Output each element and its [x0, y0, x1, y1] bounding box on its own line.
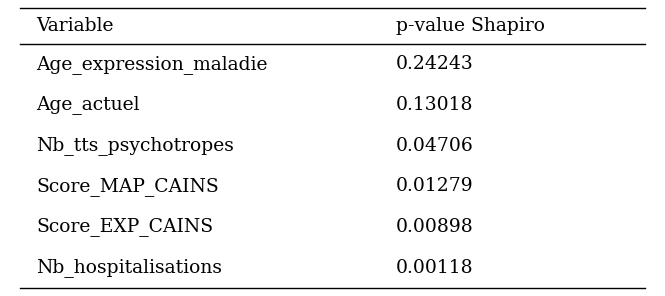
- Text: 0.04706: 0.04706: [396, 137, 473, 155]
- Text: Nb_tts_psychotropes: Nb_tts_psychotropes: [37, 136, 235, 155]
- Text: 0.00898: 0.00898: [396, 218, 473, 236]
- Text: 0.00118: 0.00118: [396, 259, 473, 277]
- Text: Score_MAP_CAINS: Score_MAP_CAINS: [37, 177, 219, 196]
- Text: Age_actuel: Age_actuel: [37, 96, 140, 115]
- Text: 0.13018: 0.13018: [396, 96, 473, 114]
- Text: Age_expression_maladie: Age_expression_maladie: [37, 55, 268, 74]
- Text: Nb_hospitalisations: Nb_hospitalisations: [37, 258, 223, 277]
- Text: 0.01279: 0.01279: [396, 177, 473, 195]
- Text: Variable: Variable: [37, 17, 114, 35]
- Text: 0.24243: 0.24243: [396, 55, 473, 73]
- Text: p-value Shapiro: p-value Shapiro: [396, 17, 545, 35]
- Text: Score_EXP_CAINS: Score_EXP_CAINS: [37, 218, 213, 237]
